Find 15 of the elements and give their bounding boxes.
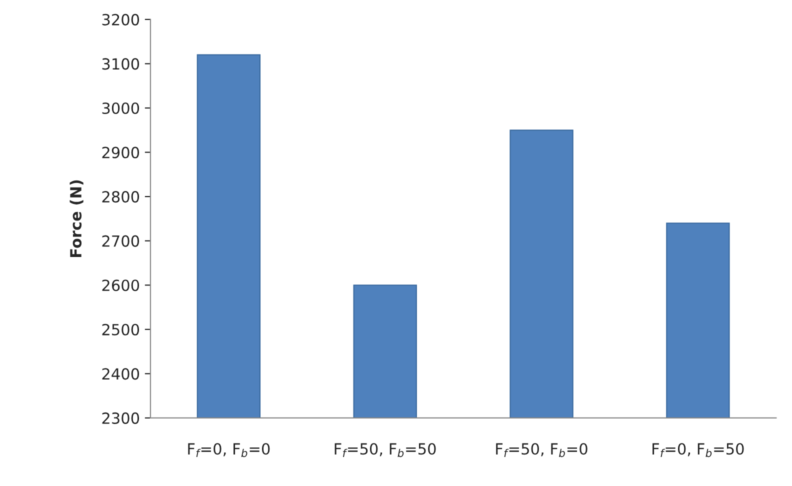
x-tick-label: F$_{f}$=0, F$_{b}$=50 — [652, 443, 744, 458]
y-tick-label: 2700 — [102, 235, 140, 247]
y-tick-label: 3000 — [102, 102, 140, 114]
y-axis-title: Force (N) — [70, 180, 84, 257]
y-tick-label: 3100 — [102, 58, 140, 70]
y-tick-label: 2900 — [102, 146, 140, 158]
y-tick-label: 2600 — [102, 280, 140, 292]
x-tick-label: F$_{f}$=50, F$_{b}$=0 — [496, 443, 588, 458]
x-tick-label: F$_{f}$=50, F$_{b}$=50 — [334, 443, 436, 458]
y-tick-label: 2500 — [102, 324, 140, 336]
x-tick-label: F$_{f}$=0, F$_{b}$=0 — [188, 443, 270, 458]
y-tick-label: 2300 — [102, 412, 140, 424]
y-tick-label: 2800 — [102, 191, 140, 203]
y-tick-label: 2400 — [102, 368, 140, 380]
y-tick-label: 3200 — [102, 14, 140, 26]
